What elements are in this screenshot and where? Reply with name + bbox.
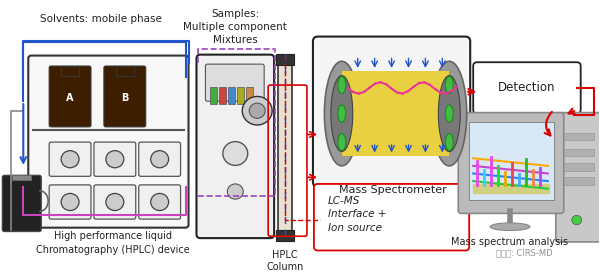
Ellipse shape bbox=[445, 76, 453, 94]
Bar bbox=[342, 71, 449, 156]
Circle shape bbox=[249, 103, 265, 118]
Ellipse shape bbox=[338, 134, 346, 151]
FancyBboxPatch shape bbox=[49, 142, 91, 176]
FancyBboxPatch shape bbox=[473, 62, 581, 114]
FancyBboxPatch shape bbox=[314, 184, 469, 251]
Bar bbox=[229, 87, 235, 104]
Text: B: B bbox=[121, 93, 128, 104]
Ellipse shape bbox=[331, 76, 353, 152]
FancyBboxPatch shape bbox=[196, 55, 274, 238]
FancyBboxPatch shape bbox=[28, 55, 188, 228]
FancyBboxPatch shape bbox=[49, 185, 91, 219]
Text: Mass Spectrometer: Mass Spectrometer bbox=[338, 185, 446, 195]
Ellipse shape bbox=[432, 61, 467, 166]
Bar bbox=[116, 66, 134, 76]
Ellipse shape bbox=[338, 76, 346, 94]
Polygon shape bbox=[473, 184, 549, 193]
Circle shape bbox=[151, 151, 169, 168]
Bar bbox=[342, 76, 449, 102]
Bar bbox=[276, 54, 294, 65]
Text: HPLC
Column: HPLC Column bbox=[266, 251, 304, 272]
Text: 公众号: CIRS-MD: 公众号: CIRS-MD bbox=[496, 249, 552, 258]
Bar bbox=[246, 87, 253, 104]
FancyBboxPatch shape bbox=[313, 36, 470, 187]
Bar bbox=[564, 163, 593, 171]
Ellipse shape bbox=[338, 105, 346, 122]
Text: Solvents: mobile phase: Solvents: mobile phase bbox=[40, 14, 162, 24]
Bar bbox=[276, 230, 294, 241]
Bar bbox=[564, 149, 593, 156]
FancyBboxPatch shape bbox=[139, 142, 181, 176]
Bar bbox=[220, 87, 226, 104]
Text: Mass spectrum analysis: Mass spectrum analysis bbox=[451, 237, 569, 247]
Circle shape bbox=[572, 215, 581, 225]
Text: LC-MS
Interface +
Ion source: LC-MS Interface + Ion source bbox=[328, 196, 386, 233]
Ellipse shape bbox=[223, 142, 248, 165]
Circle shape bbox=[227, 184, 243, 199]
Ellipse shape bbox=[439, 76, 460, 152]
FancyBboxPatch shape bbox=[104, 66, 146, 127]
Bar bbox=[237, 87, 244, 104]
Circle shape bbox=[61, 193, 79, 211]
Ellipse shape bbox=[445, 134, 453, 151]
FancyBboxPatch shape bbox=[94, 142, 136, 176]
FancyBboxPatch shape bbox=[458, 113, 564, 213]
Ellipse shape bbox=[325, 61, 359, 166]
Bar bbox=[469, 122, 554, 200]
Circle shape bbox=[106, 151, 124, 168]
Bar bbox=[342, 109, 449, 136]
FancyBboxPatch shape bbox=[94, 185, 136, 219]
Bar bbox=[61, 66, 79, 76]
Circle shape bbox=[151, 193, 169, 211]
Ellipse shape bbox=[445, 105, 453, 122]
Ellipse shape bbox=[490, 223, 530, 230]
Text: Detection: Detection bbox=[498, 81, 556, 94]
FancyBboxPatch shape bbox=[139, 185, 181, 219]
Bar bbox=[13, 175, 31, 180]
Bar bbox=[278, 55, 292, 232]
FancyBboxPatch shape bbox=[49, 66, 91, 127]
Circle shape bbox=[242, 97, 272, 125]
Bar bbox=[211, 87, 217, 104]
Bar bbox=[564, 177, 593, 185]
Text: A: A bbox=[67, 93, 74, 104]
FancyBboxPatch shape bbox=[556, 113, 600, 242]
Circle shape bbox=[106, 193, 124, 211]
FancyBboxPatch shape bbox=[205, 64, 264, 101]
Text: Samples:
Multiple component
Mixtures: Samples: Multiple component Mixtures bbox=[184, 9, 287, 45]
Circle shape bbox=[61, 151, 79, 168]
Text: High performance liquid
Chromatography (HPLC) device: High performance liquid Chromatography (… bbox=[36, 232, 190, 255]
FancyBboxPatch shape bbox=[2, 175, 41, 232]
Bar bbox=[564, 132, 593, 140]
